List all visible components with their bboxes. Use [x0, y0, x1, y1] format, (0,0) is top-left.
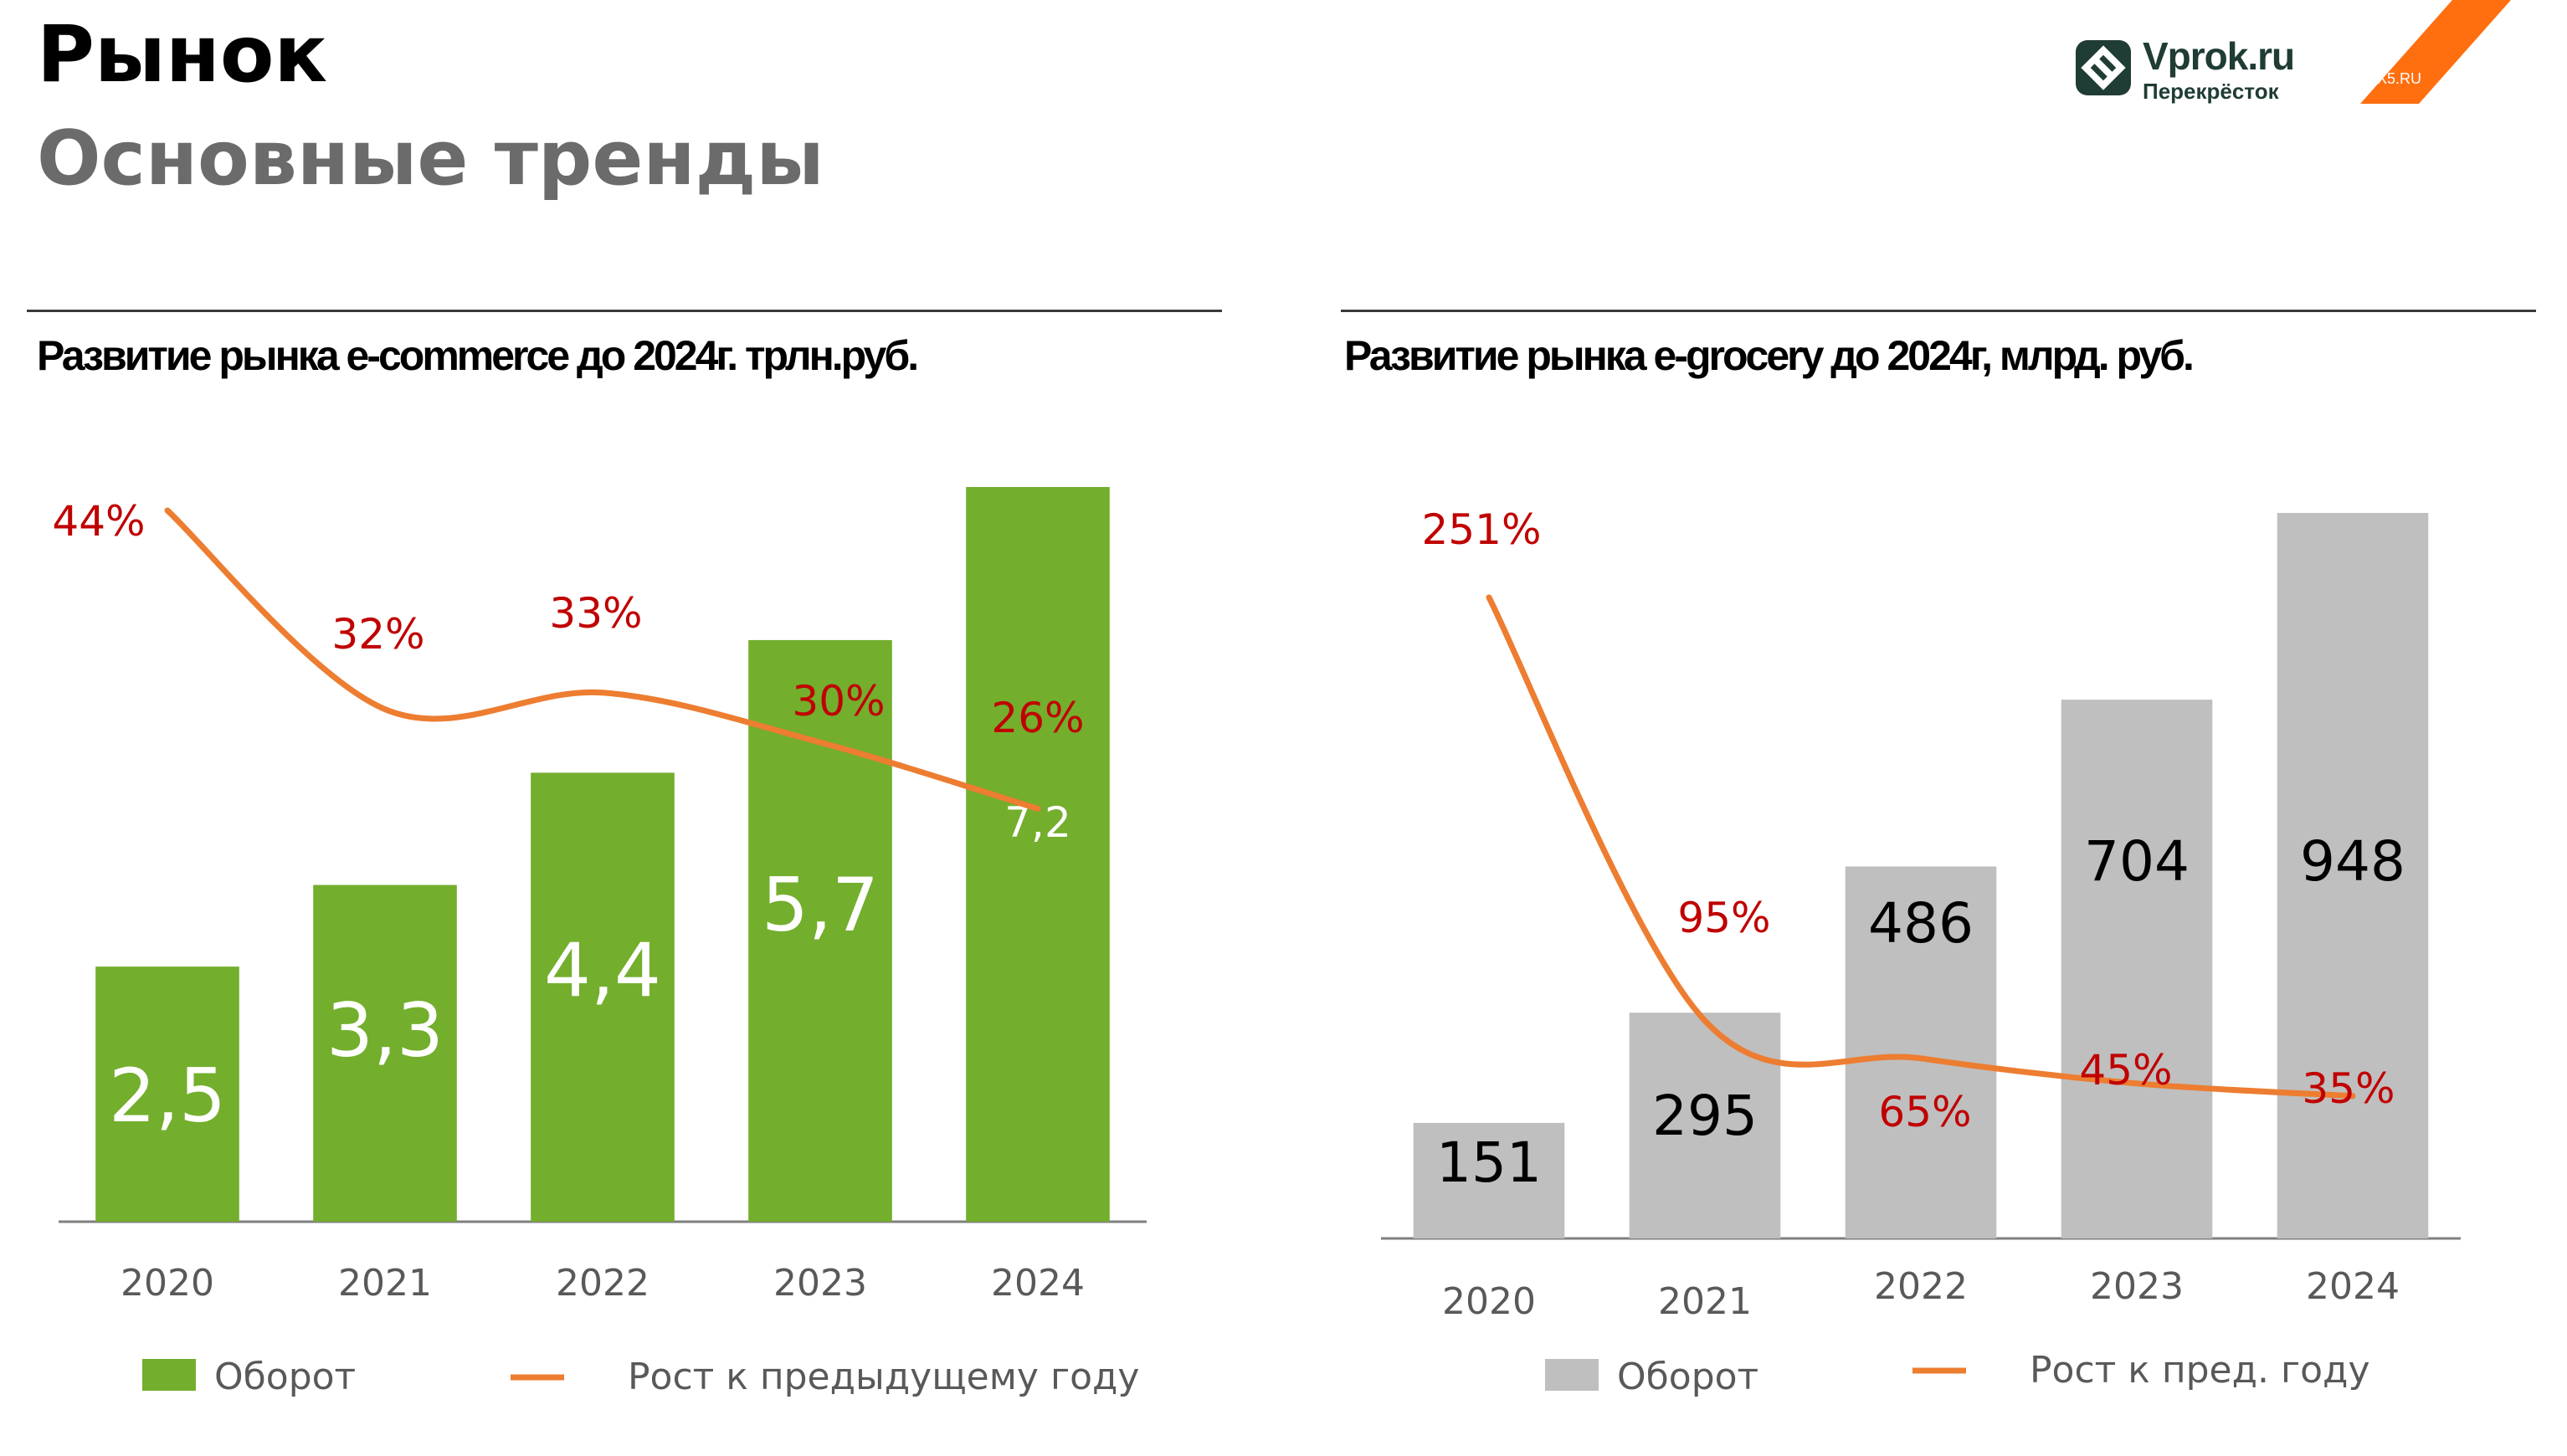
x-tick-label: 2023 [2090, 1265, 2184, 1308]
growth-value-label: 35% [2302, 1064, 2395, 1113]
x-tick-label: 2022 [1874, 1265, 1968, 1308]
logo-brand-name: Vprok.ru [2143, 34, 2295, 78]
growth-value-label: 45% [2079, 1046, 2172, 1095]
legend-bar-label: Оборот [1617, 1356, 1758, 1398]
bar-2024 [2277, 513, 2429, 1238]
growth-value-label: 65% [1878, 1088, 1971, 1136]
bar-value-label: 2,5 [109, 1053, 226, 1139]
grocery-chart: 151 2020 295 2021 486 2022 704 2023 948 2024 251% 9… [1381, 505, 2461, 1398]
x-tick-label: 2020 [1442, 1280, 1536, 1323]
bar-value-label: 295 [1652, 1084, 1758, 1148]
vprok-logo-icon [2076, 40, 2131, 95]
legend-line-label: Рост к предыдущему году [628, 1356, 1139, 1398]
left-divider [27, 310, 1222, 312]
growth-value-label: 44% [52, 497, 145, 546]
logo-brand-subname: Перекрёсток [2143, 79, 2279, 104]
bar-2020 [1413, 1122, 1565, 1238]
bar-2022 [1845, 866, 1997, 1238]
x-tick-label: 2021 [1658, 1280, 1752, 1323]
growth-value-label: 251% [1422, 505, 1542, 554]
x-tick-label: 2023 [773, 1262, 867, 1305]
bar-value-label: 7,2 [1004, 798, 1071, 847]
legend-bar-label: Оборот [214, 1356, 356, 1398]
vprok-logo[interactable]: Vprok.ru Перекрёсток [2074, 30, 2342, 114]
bar-value-label: 5,7 [762, 862, 879, 948]
bar-value-label: 4,4 [544, 927, 661, 1013]
bar-2020 [95, 966, 239, 1222]
growth-value-label: 30% [792, 677, 885, 725]
page-title: Рынок [37, 9, 328, 100]
legend-bar-swatch [142, 1359, 196, 1391]
bar-value-label: 704 [2084, 829, 2190, 894]
bar-2023 [2061, 700, 2213, 1238]
grocery-chart-title: Развитие рынка e-grocery до 2024г, млрд.… [1344, 332, 2195, 379]
bar-2021 [1629, 1013, 1781, 1238]
x-tick-label: 2024 [2306, 1265, 2400, 1308]
bar-value-label: 948 [2300, 829, 2405, 894]
growth-value-label: 26% [991, 694, 1084, 742]
bar-2023 [748, 639, 892, 1222]
ecommerce-chart: 2,5 2020 3,3 2021 4,4 2022 5,7 2023 7,2 2024 44% 32… [52, 487, 1147, 1398]
growth-value-label: 33% [549, 589, 642, 638]
page-subtitle: Основные тренды [37, 115, 824, 203]
right-divider [1341, 310, 2536, 312]
bar-value-label: 486 [1868, 891, 1974, 956]
x-tick-label: 2021 [338, 1262, 432, 1305]
x-tick-label: 2022 [556, 1262, 649, 1305]
bar-2021 [313, 884, 457, 1222]
ecommerce-chart-title: Развитие рынка e-commerce до 2024г. трлн… [37, 332, 919, 379]
bar-2024 [966, 487, 1110, 1222]
x-tick-label: 2024 [991, 1262, 1085, 1305]
growth-value-label: 95% [1677, 894, 1770, 942]
x5-label: X5.RU [2377, 70, 2422, 87]
x-tick-label: 2020 [121, 1262, 214, 1305]
growth-line [1486, 594, 2356, 1100]
bar-value-label: 3,3 [326, 987, 444, 1074]
legend-line-label: Рост к пред. году [2030, 1349, 2369, 1392]
growth-line [164, 507, 1041, 812]
x5-logo[interactable] [2360, 0, 2511, 104]
bar-2022 [531, 772, 675, 1222]
bar-value-label: 151 [1436, 1130, 1542, 1195]
legend-bar-swatch [1545, 1359, 1599, 1391]
growth-value-label: 32% [331, 610, 424, 659]
